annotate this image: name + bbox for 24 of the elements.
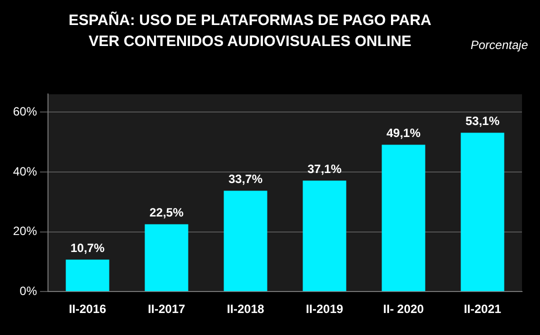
y-axis-title: Porcentaje xyxy=(470,38,528,52)
data-label: 22,5% xyxy=(150,206,184,220)
data-label: 33,7% xyxy=(228,172,263,186)
chart-title: ESPAÑA: USO DE PLATAFORMAS DE PAGO PARA VER CONTENIDOS AUDIOVISUALES ONLINE xyxy=(68,10,432,52)
x-tick-label: II- 2020 xyxy=(383,302,424,316)
data-label: 37,1% xyxy=(307,162,342,176)
bar xyxy=(382,144,426,292)
x-tick-label: II-2021 xyxy=(464,302,502,316)
x-tick-label: II-2018 xyxy=(226,302,265,316)
bar xyxy=(66,260,110,292)
x-tick-label: II-2016 xyxy=(68,302,107,316)
data-label: 49,1% xyxy=(386,126,421,140)
y-tick-label: 0% xyxy=(20,284,38,298)
bar xyxy=(460,132,504,292)
y-tick-label: 60% xyxy=(12,104,38,118)
data-label: 10,7% xyxy=(70,240,105,255)
x-tick-label: II-2017 xyxy=(148,302,186,316)
bar xyxy=(144,224,188,292)
bar xyxy=(302,180,346,292)
x-tick-label: II-2019 xyxy=(306,302,344,316)
bar xyxy=(224,190,268,292)
data-label: 53,1% xyxy=(465,114,500,128)
y-tick-label: 40% xyxy=(12,164,38,178)
y-tick-label: 20% xyxy=(12,224,38,238)
